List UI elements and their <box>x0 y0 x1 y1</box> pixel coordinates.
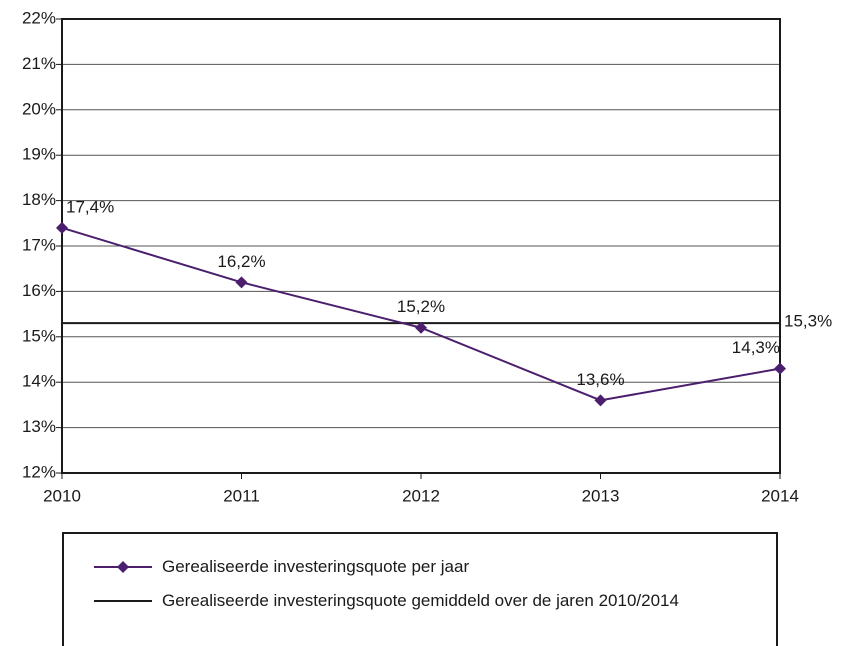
legend-item: Gerealiseerde investeringsquote per jaar <box>94 556 762 577</box>
data-label: 17,4% <box>66 197 114 216</box>
data-label: 15,2% <box>397 297 445 316</box>
plot-frame <box>61 18 781 474</box>
y-tick-label: 14% <box>22 372 56 391</box>
y-tick-label: 15% <box>22 326 56 345</box>
y-tick-label: 20% <box>22 99 56 118</box>
marker <box>415 321 427 334</box>
chart: 12% 13% 14% 15% 16% 17% 18% 19% 20% 21% 22% 2010 201… <box>22 8 832 505</box>
y-tick-label: 21% <box>22 54 56 73</box>
y-tick-label: 19% <box>22 145 56 164</box>
x-tick-label: 2013 <box>582 486 620 505</box>
legend-key <box>94 600 152 602</box>
legend-label: Gerealiseerde investeringsquote per jaar <box>162 557 470 576</box>
marker <box>235 276 248 289</box>
y-tick-label: 12% <box>22 462 56 481</box>
data-label: 16,2% <box>217 252 265 271</box>
legend: Gerealiseerde investeringsquote per jaar… <box>62 532 778 646</box>
legend-label: Gerealiseerde investeringsquote gemiddel… <box>162 591 679 610</box>
x-tick-label: 2014 <box>761 486 799 505</box>
y-tick-label: 13% <box>22 417 56 436</box>
data-label: 14,3% <box>732 338 780 357</box>
x-tick-label: 2011 <box>223 486 260 505</box>
y-tick-label: 18% <box>22 190 56 209</box>
marker <box>56 221 68 234</box>
legend-marker <box>117 561 129 573</box>
y-tick-label: 17% <box>22 235 56 254</box>
legend-item: Gerealiseerde investeringsquote gemiddel… <box>94 590 762 611</box>
x-tick-label: 2012 <box>402 486 440 505</box>
data-label: 13,6% <box>576 370 624 389</box>
marker <box>594 394 607 407</box>
x-tick-label: 2010 <box>43 486 81 505</box>
y-tick-label: 22% <box>22 8 56 27</box>
legend-key <box>94 561 152 573</box>
y-tick-label: 16% <box>22 281 56 300</box>
marker <box>774 362 786 375</box>
average-label: 15,3% <box>784 312 832 331</box>
